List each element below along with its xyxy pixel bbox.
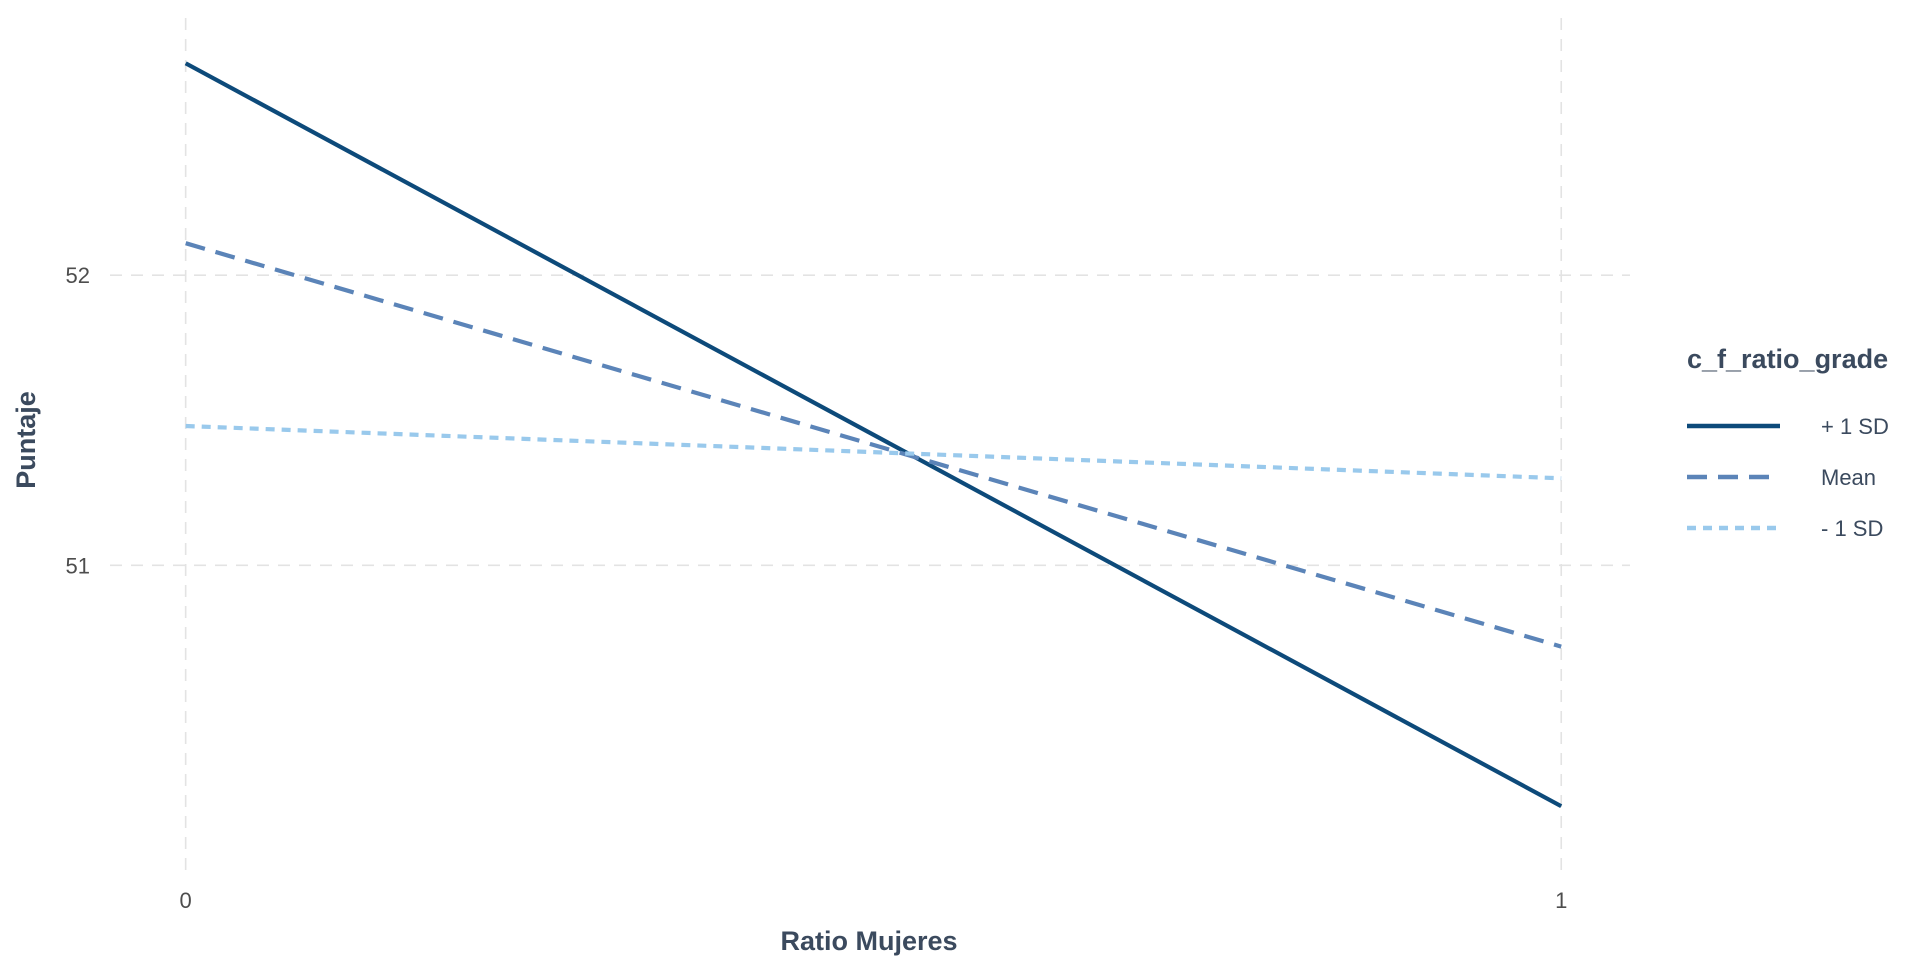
- y-axis-title: Puntaje: [11, 391, 41, 489]
- legend-label-1: Mean: [1821, 465, 1876, 490]
- legend-items: + 1 SD Mean - 1 SD: [1687, 414, 1889, 541]
- x-axis-title: Ratio Mujeres: [780, 926, 957, 956]
- legend: c_f_ratio_grade + 1 SD Mean - 1 SD: [1687, 344, 1889, 541]
- legend-label-0: + 1 SD: [1821, 414, 1889, 439]
- series-line-0: [184, 61, 1563, 809]
- series-line-2: [185, 423, 1562, 481]
- legend-label-2: - 1 SD: [1821, 516, 1883, 541]
- x-tick-label: 0: [180, 888, 192, 913]
- series-layer: [184, 61, 1563, 809]
- grid-layer: [110, 18, 1630, 870]
- legend-title: c_f_ratio_grade: [1687, 344, 1888, 374]
- tick-layer: 0 1 51 52: [66, 263, 1568, 913]
- y-tick-label: 52: [66, 263, 90, 288]
- x-tick-label: 1: [1555, 888, 1567, 913]
- y-tick-label: 51: [66, 553, 90, 578]
- series-line-1: [185, 241, 1562, 649]
